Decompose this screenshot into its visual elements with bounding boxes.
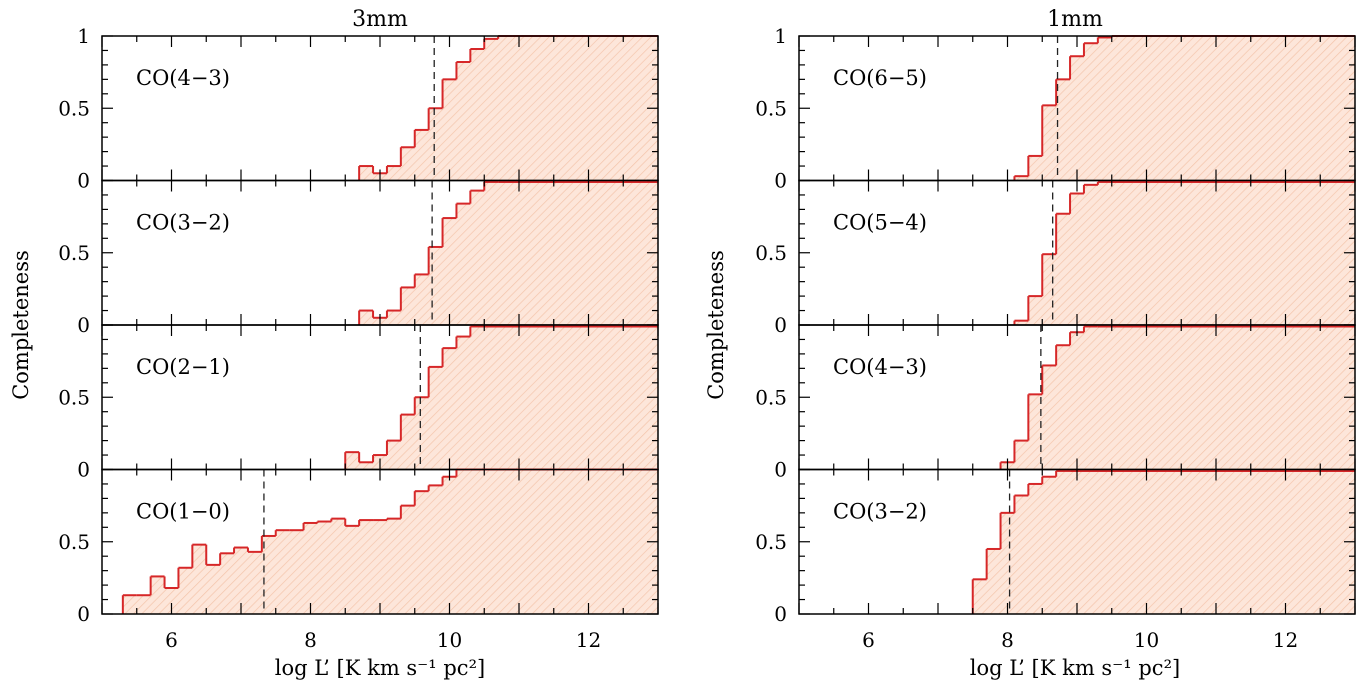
transition-label: CO(4−3) bbox=[136, 66, 230, 90]
y-tick-label: 0.5 bbox=[58, 385, 90, 409]
subplot-3: 0 0.5 CO(3−2) 6 8 10 12 bbox=[755, 468, 1356, 652]
y-tick-label: 0.5 bbox=[755, 241, 787, 265]
y-tick-label: 0 bbox=[774, 313, 787, 337]
y-tick-label: 0.5 bbox=[755, 96, 787, 120]
subplot-1: 0 0.5 CO(5−4) bbox=[755, 179, 1356, 337]
y-tick-label: 0 bbox=[77, 313, 90, 337]
subplot-2: 0 0.5 CO(2−1) bbox=[58, 324, 659, 482]
x-tick-label: 6 bbox=[862, 628, 875, 652]
completeness-fill bbox=[1014, 36, 1355, 181]
completeness-fill bbox=[1014, 181, 1355, 325]
y-tick-label: 0.5 bbox=[755, 530, 787, 554]
panels: 0 0.5 1 CO(4−3) 0 0.5 CO(3−2) 0 0.5 CO(2−1) 0 0.5 CO… bbox=[58, 24, 659, 652]
y-tick-label: 0.5 bbox=[58, 530, 90, 554]
y-tick-label: 0.5 bbox=[755, 385, 787, 409]
y-tick-label: 1 bbox=[77, 24, 90, 48]
y-tick-label: 0.5 bbox=[58, 96, 90, 120]
subplot-0: 0 0.5 1 CO(4−3) bbox=[58, 24, 659, 193]
x-tick-label: 8 bbox=[1001, 628, 1014, 652]
subplot-2: 0 0.5 CO(4−3) bbox=[755, 324, 1356, 482]
y-tick-label: 0.5 bbox=[58, 241, 90, 265]
x-tick-label: 10 bbox=[1134, 628, 1159, 652]
transition-label: CO(4−3) bbox=[833, 355, 927, 379]
x-axis-label: log L’ [K km s⁻¹ pc²] bbox=[275, 656, 485, 680]
x-tick-label: 10 bbox=[437, 628, 462, 652]
transition-label: CO(6−5) bbox=[833, 66, 927, 90]
x-tick-label: 8 bbox=[304, 628, 317, 652]
transition-label: CO(3−2) bbox=[833, 500, 927, 524]
y-tick-label: 0 bbox=[77, 169, 90, 193]
y-tick-label: 0 bbox=[774, 458, 787, 482]
y-tick-label: 0 bbox=[774, 169, 787, 193]
subplot-1: 0 0.5 CO(3−2) bbox=[58, 179, 659, 337]
completeness-fill bbox=[122, 469, 659, 614]
x-axis-label: log L’ [K km s⁻¹ pc²] bbox=[970, 656, 1180, 680]
transition-label: CO(3−2) bbox=[136, 211, 230, 235]
completeness-fill bbox=[345, 326, 658, 470]
y-tick-label: 1 bbox=[774, 24, 787, 48]
transition-label: CO(1−0) bbox=[136, 500, 230, 524]
subplot-0: 0 0.5 1 CO(6−5) bbox=[755, 24, 1356, 193]
column-title: 3mm bbox=[352, 7, 408, 32]
completeness-fill bbox=[359, 181, 658, 325]
y-axis-label: Completeness bbox=[704, 250, 728, 400]
subplot-3: 0 0.5 CO(1−0) 6 8 10 12 bbox=[58, 468, 659, 652]
column-title: 1mm bbox=[1047, 7, 1103, 32]
completeness-fill bbox=[359, 36, 658, 181]
completeness-fill bbox=[972, 470, 1355, 614]
x-tick-label: 6 bbox=[165, 628, 178, 652]
y-tick-label: 0 bbox=[77, 458, 90, 482]
transition-label: CO(2−1) bbox=[136, 355, 230, 379]
right-column-1mm: 1mm Completeness log L’ [K km s⁻¹ pc²] 0… bbox=[704, 7, 1356, 680]
y-tick-label: 0 bbox=[77, 602, 90, 626]
panels: 0 0.5 1 CO(6−5) 0 0.5 CO(5−4) 0 0.5 CO(4−3) 0 0.5 CO… bbox=[755, 24, 1356, 652]
y-axis-label: Completeness bbox=[9, 250, 33, 400]
y-tick-label: 0 bbox=[774, 602, 787, 626]
x-tick-label: 12 bbox=[576, 628, 601, 652]
transition-label: CO(5−4) bbox=[833, 211, 927, 235]
completeness-fill bbox=[1000, 326, 1355, 470]
left-column-3mm: 3mm Completeness log L’ [K km s⁻¹ pc²] 0… bbox=[9, 7, 659, 680]
x-tick-label: 12 bbox=[1273, 628, 1298, 652]
